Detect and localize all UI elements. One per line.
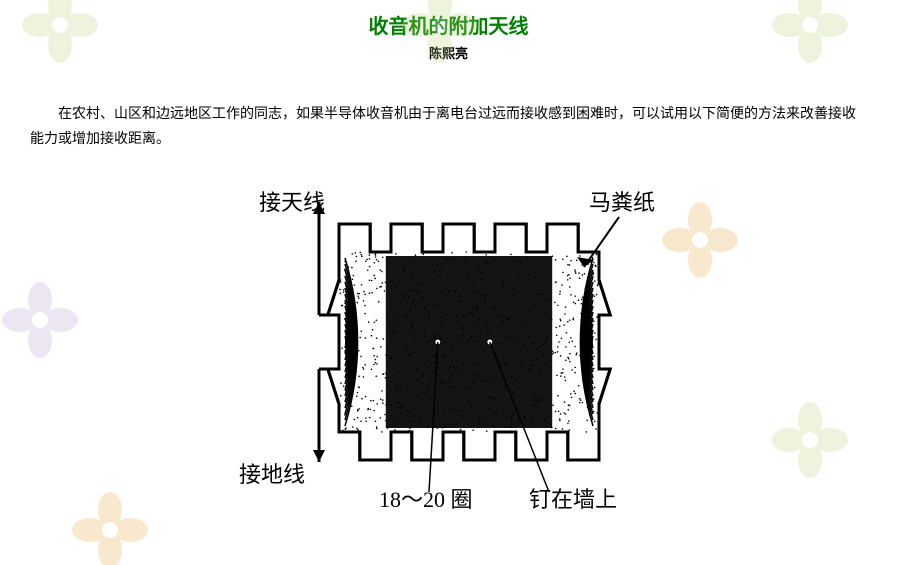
fig-label-antenna: 接天线 xyxy=(259,190,325,215)
antenna-coil-diagram: 接天线 马粪纸接地线 18～20 圈 钉在墙上 xyxy=(189,162,709,522)
figure-container: 接天线 马粪纸接地线 18～20 圈 钉在墙上 xyxy=(0,162,897,527)
fig-label-cardboard: 马粪纸 xyxy=(589,190,655,215)
fig-label-turns: 18～20 圈 xyxy=(379,487,473,512)
fig-label-ground: 接地线 xyxy=(239,462,305,487)
author-line: 陈熙亮 xyxy=(0,43,897,62)
page-title: 收音机的附加天线 xyxy=(0,10,897,39)
intro-paragraph: 在农村、山区和边远地区工作的同志，如果半导体收音机由于离电台过远而接收感到困难时… xyxy=(30,102,867,152)
fig-label-nail: 钉在墙上 xyxy=(529,487,617,512)
